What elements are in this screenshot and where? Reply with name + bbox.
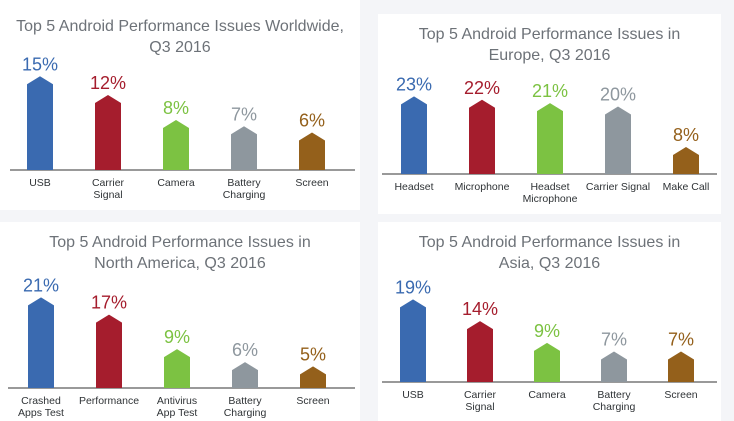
chart-title: Top 5 Android Performance Issues Worldwi…: [16, 18, 344, 56]
data-label: 8%: [163, 98, 189, 118]
chart-europe: Top 5 Android Performance Issues in Euro…: [378, 14, 721, 214]
bar: [164, 349, 190, 388]
category-label: Screen: [664, 389, 697, 401]
bar: [537, 103, 563, 174]
category-label: Headset Microphone: [523, 181, 578, 205]
category-label: Carrier Signal: [464, 389, 497, 413]
bar: [601, 351, 627, 382]
chart-plot: 19% USB 14% Carrier Signal 9% Camera 7% Battery C…: [382, 277, 717, 413]
category-label: Headset: [394, 181, 433, 193]
bar: [469, 99, 495, 174]
data-label: 20%: [600, 85, 636, 105]
category-label: USB: [29, 177, 51, 189]
bar: [231, 126, 257, 170]
data-label: 21%: [23, 275, 59, 295]
bar: [300, 366, 326, 388]
chart-title: Top 5 Android Performance Issues in Euro…: [418, 26, 681, 64]
data-label: 17%: [91, 293, 127, 313]
chart-title: Top 5 Android Performance Issues in Asia…: [418, 234, 681, 272]
category-label: Screen: [296, 395, 329, 407]
category-label: USB: [402, 389, 424, 401]
data-label: 9%: [164, 327, 190, 347]
category-label: Antivirus App Test: [157, 395, 198, 419]
data-label: 22%: [464, 78, 500, 98]
data-label: 6%: [232, 340, 258, 360]
category-label: Microphone: [455, 181, 510, 193]
bar: [96, 314, 122, 388]
data-label: 5%: [300, 344, 326, 364]
category-label: Screen: [295, 177, 328, 189]
bar: [95, 95, 121, 170]
bar: [534, 342, 560, 382]
category-label: Camera: [157, 177, 195, 189]
bar: [605, 106, 631, 174]
data-label: 19%: [395, 277, 431, 297]
bar: [299, 132, 325, 170]
chart-title: Top 5 Android Performance Issues in Nort…: [49, 234, 311, 272]
bar: [467, 321, 493, 382]
category-label: Battery Charging: [593, 389, 636, 413]
category-label: Carrier Signal: [586, 181, 650, 193]
data-label: 8%: [673, 125, 699, 145]
bar: [401, 96, 427, 174]
bar: [668, 351, 694, 382]
data-label: 7%: [668, 330, 694, 350]
data-label: 15%: [22, 54, 58, 74]
chart-worldwide: Top 5 Android Performance Issues Worldwi…: [0, 0, 360, 210]
chart-plot: 21% Crashed Apps Test 17% Performance 9% Antiv…: [8, 275, 355, 419]
chart-asia: Top 5 Android Performance Issues in Asia…: [378, 222, 721, 421]
data-label: 6%: [299, 111, 325, 131]
bar: [673, 147, 699, 174]
category-label: Make Call: [663, 181, 710, 193]
data-label: 23%: [396, 74, 432, 94]
data-label: 21%: [532, 81, 568, 101]
bar: [400, 299, 426, 382]
category-label: Carrier Signal: [92, 177, 125, 201]
bar: [163, 120, 189, 170]
bar: [27, 76, 53, 170]
data-label: 14%: [462, 299, 498, 319]
chart-north-america: Top 5 Android Performance Issues in Nort…: [0, 222, 360, 421]
category-label: Battery Charging: [223, 177, 266, 201]
data-label: 7%: [231, 104, 257, 124]
data-label: 9%: [534, 321, 560, 341]
bar: [232, 362, 258, 388]
bar: [28, 297, 54, 388]
category-label: Camera: [528, 389, 566, 401]
category-label: Crashed Apps Test: [18, 395, 64, 419]
data-label: 7%: [601, 330, 627, 350]
chart-plot: 23% Headset 22% Microphone 21% Headset Microph…: [382, 74, 717, 205]
category-label: Battery Charging: [224, 395, 267, 419]
chart-plot: 15% USB 12% Carrier Signal 8% Camera 7% Battery C…: [10, 54, 355, 201]
data-label: 12%: [90, 73, 126, 93]
category-label: Performance: [79, 395, 139, 407]
